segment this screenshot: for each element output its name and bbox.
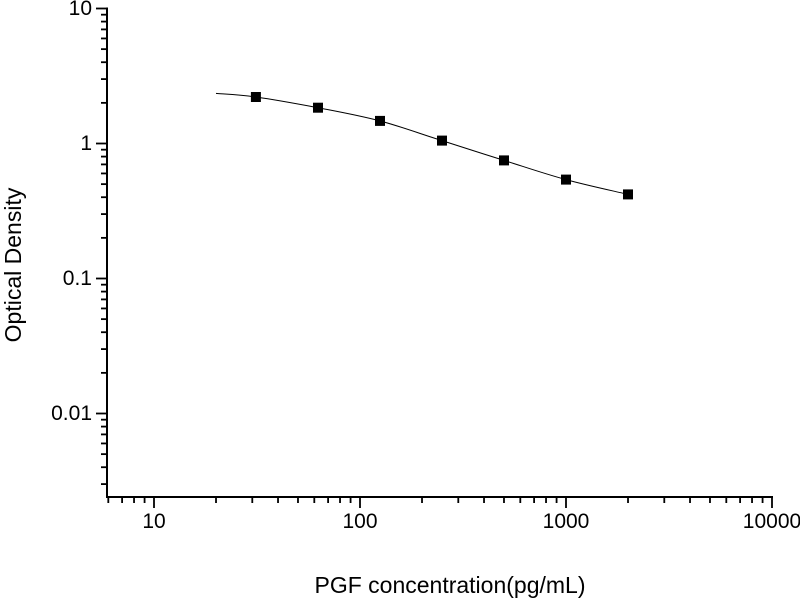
y-tick-label: 1 — [80, 132, 92, 155]
x-tick-label: 1000 — [543, 510, 590, 533]
data-point-marker — [561, 174, 571, 185]
data-point-marker — [623, 189, 633, 200]
x-axis-title: PGF concentration(pg/mL) — [314, 572, 585, 598]
y-axis-title: Optical Density — [0, 187, 26, 342]
y-tick-label: 10 — [69, 0, 92, 20]
data-point-marker — [375, 115, 385, 126]
data-point-marker — [499, 155, 509, 166]
y-tick-label: 0.01 — [51, 402, 92, 425]
fit-curve-line — [215, 92, 629, 195]
x-tick-label: 100 — [342, 510, 377, 533]
axis-lines — [106, 7, 773, 498]
x-tick-label: 10 — [142, 510, 165, 533]
data-point-marker — [437, 135, 447, 146]
y-tick-label: 0.1 — [63, 267, 92, 290]
x-tick-label: 10000 — [743, 510, 800, 533]
data-point-marker — [313, 102, 323, 113]
data-point-marker — [250, 92, 261, 102]
